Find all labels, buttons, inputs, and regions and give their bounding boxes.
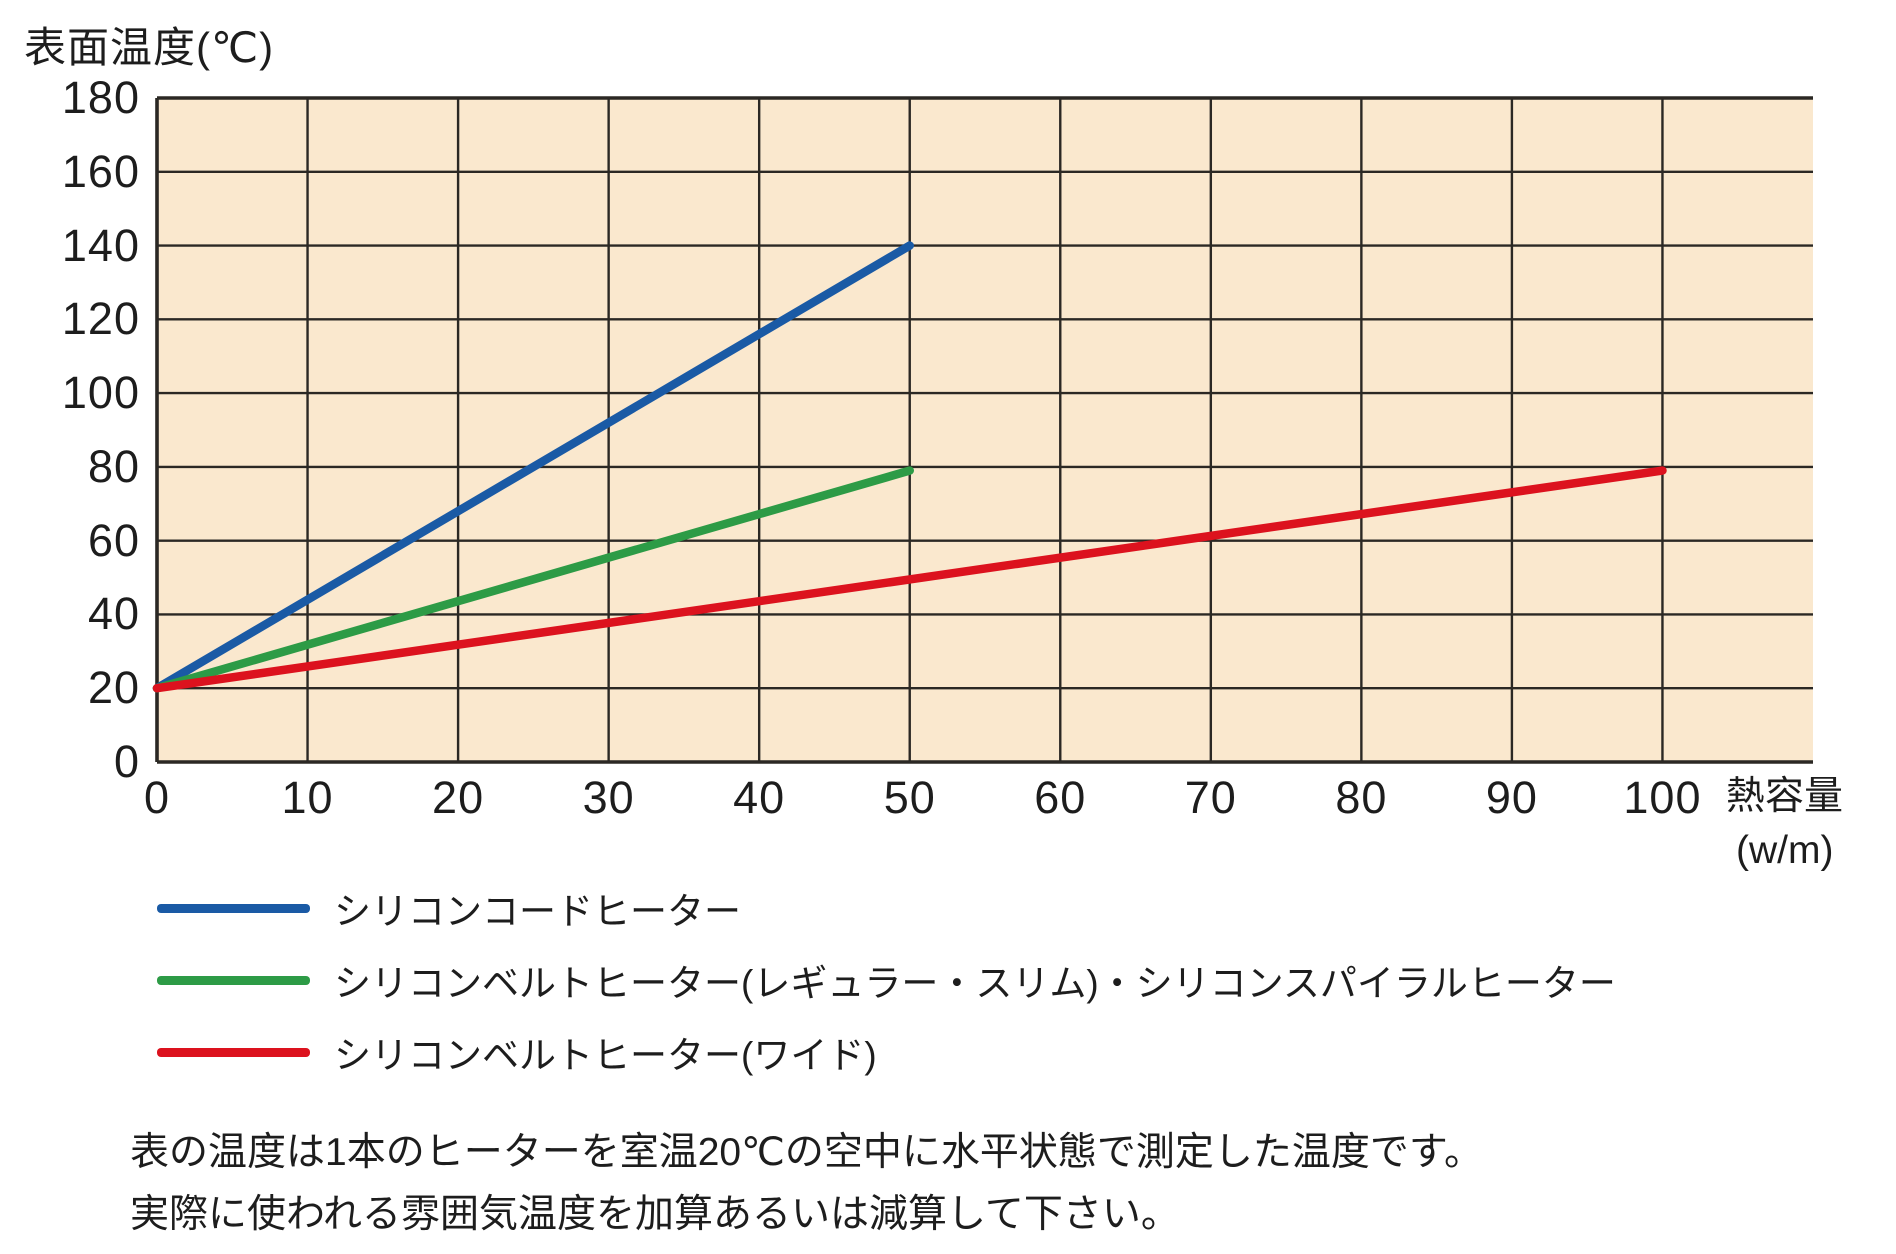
legend-item-belt-heater-wide: シリコンベルトヒーター(ワイド): [157, 1016, 1616, 1088]
y-tick-label: 140: [61, 219, 140, 271]
x-axis-unit-text: (w/m): [1736, 829, 1834, 872]
y-tick-label: 80: [87, 440, 140, 492]
legend-label: シリコンベルトヒーター(レギュラー・スリム)・シリコンスパイラルヒーター: [334, 963, 1616, 1004]
x-tick-label: 0: [143, 772, 171, 823]
y-tick-label: 180: [61, 72, 140, 123]
legend-swatch-blue-line: [157, 903, 310, 913]
x-tick-label: 50: [883, 772, 936, 823]
legend-swatch-red-line: [157, 1047, 310, 1057]
y-tick-label: 120: [61, 293, 140, 345]
x-tick-label: 100: [1623, 772, 1702, 823]
y-tick-label: 160: [61, 145, 140, 197]
x-tick-label: 70: [1184, 772, 1237, 823]
y-tick-label: 0: [113, 736, 140, 787]
x-tick-label: 90: [1485, 772, 1538, 823]
x-axis-label-text: 熱容量: [1726, 775, 1844, 818]
footnote-line-1: 表の温度は1本のヒーターを室温20℃の空中に水平状態で測定した温度です。: [130, 1131, 1483, 1174]
y-tick-label: 60: [87, 514, 140, 566]
x-tick-label: 30: [582, 772, 635, 823]
x-tick-label: 20: [432, 772, 485, 823]
y-tick-label: 20: [87, 662, 140, 714]
series-line-2: [152, 466, 1667, 693]
x-tick-label: 60: [1034, 772, 1087, 823]
legend-label: シリコンベルトヒーター(ワイド): [334, 1035, 877, 1076]
footnote-line-2: 実際に使われる雰囲気温度を加算あるいは減算して下さい。: [130, 1193, 1180, 1236]
legend-item-belt-heater-regular-slim-spiral: シリコンベルトヒーター(レギュラー・スリム)・シリコンスパイラルヒーター: [157, 944, 1616, 1016]
legend: シリコンコードヒーター シリコンベルトヒーター(レギュラー・スリム)・シリコンス…: [157, 872, 1616, 1088]
x-tick-label: 40: [733, 772, 786, 823]
series-line-0: [152, 241, 914, 693]
y-axis-title: 表面温度(℃): [24, 24, 275, 71]
legend-label: シリコンコードヒーター: [334, 891, 741, 932]
y-tick-label: 100: [61, 367, 140, 419]
legend-item-cord-heater: シリコンコードヒーター: [157, 872, 1616, 944]
x-axis-label: 熱容量 (w/m): [1726, 770, 1843, 878]
chart-canvas: [152, 96, 1813, 764]
x-tick-label: 10: [281, 772, 334, 823]
footnote: 表の温度は1本のヒーターを室温20℃の空中に水平状態で測定した温度です。 実際に…: [130, 1122, 1483, 1246]
legend-swatch-green-line: [157, 975, 310, 985]
series-line-1: [152, 466, 914, 693]
x-tick-label: 80: [1335, 772, 1388, 823]
y-tick-label: 40: [87, 588, 140, 640]
